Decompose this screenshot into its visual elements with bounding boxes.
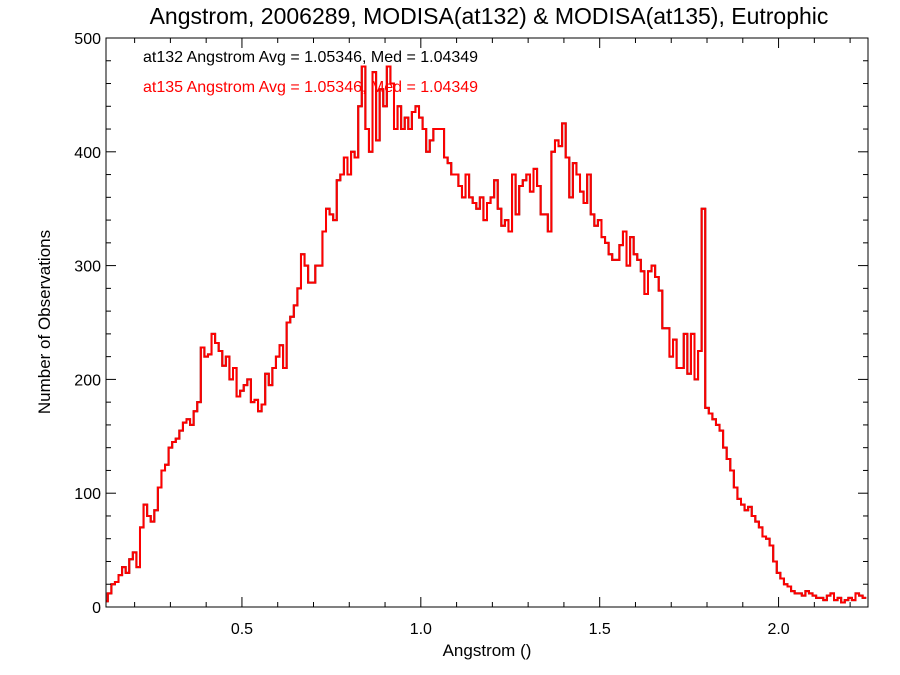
plot-frame — [105, 37, 869, 608]
legend-at132: at132 Angstrom Avg = 1.05346, Med = 1.04… — [143, 49, 478, 66]
y-tick-label: 200 — [74, 372, 101, 389]
y-tick-label: 300 — [74, 259, 101, 276]
y-tick-label: 500 — [74, 31, 101, 48]
chart-title: Angstrom, 2006289, MODISA(at132) & MODIS… — [150, 3, 829, 29]
legend-at135: at135 Angstrom Avg = 1.05346, Med = 1.04… — [143, 79, 478, 96]
series-layer — [106, 65, 867, 604]
series-line-at132 — [106, 65, 867, 604]
x-tick-label: 2.0 — [767, 621, 789, 638]
ticks-layer: 0.5 1.0 1.5 2.0 0 100 200 300 400 500 — [74, 31, 868, 638]
y-tick-label: 100 — [74, 486, 101, 503]
x-tick-label: 1.0 — [410, 621, 432, 638]
x-tick-label: 1.5 — [589, 621, 611, 638]
x-tick-label: 0.5 — [231, 621, 253, 638]
y-axis-label: Number of Observations — [35, 230, 54, 414]
y-tick-label: 0 — [92, 600, 101, 617]
series-line-at135 — [106, 65, 867, 604]
y-tick-label: 400 — [74, 145, 101, 162]
x-axis-label: Angstrom () — [443, 641, 532, 660]
